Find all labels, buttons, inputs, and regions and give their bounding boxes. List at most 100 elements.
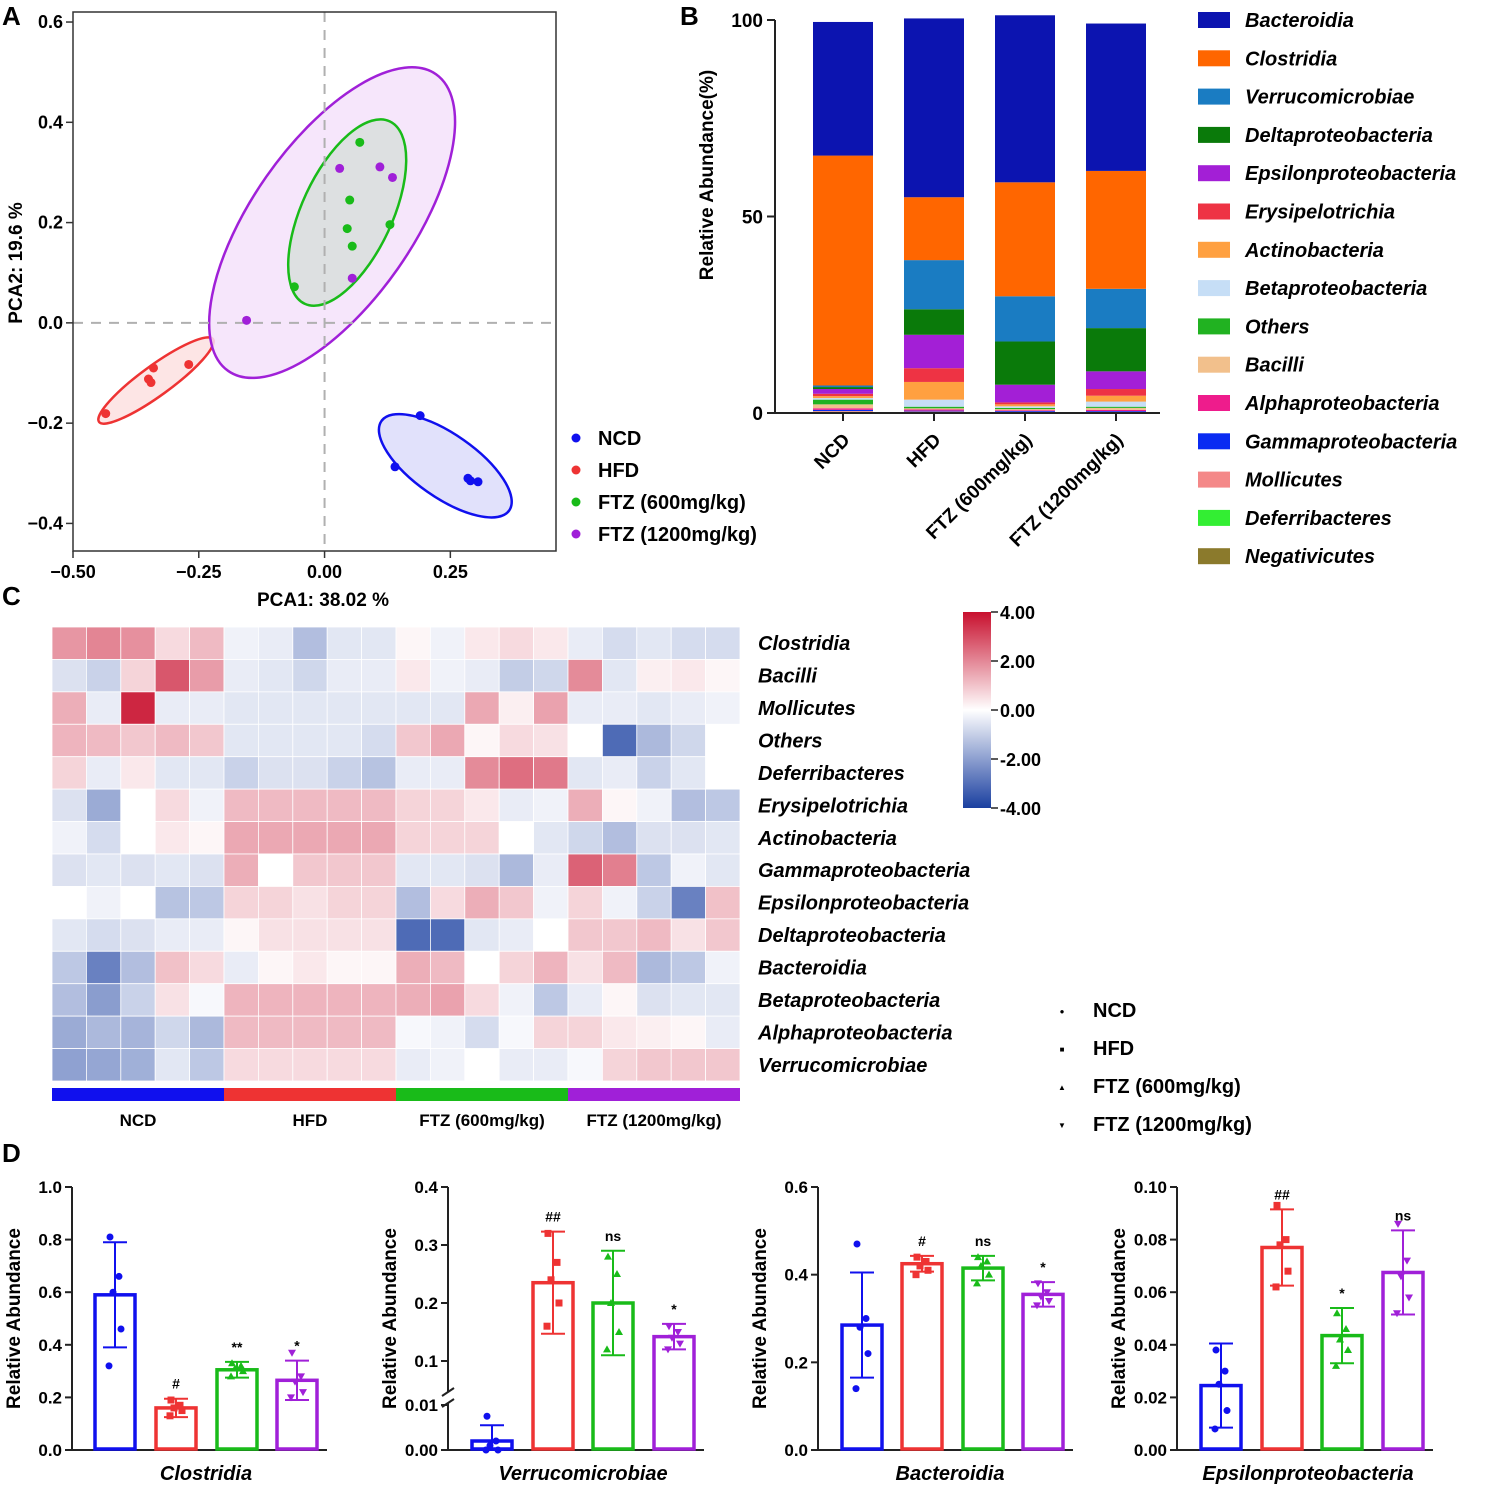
- heatmap-cell: [223, 983, 259, 1017]
- stacked-segment-erysipelotrichia: [904, 368, 964, 382]
- data-point-hfd: [544, 1229, 552, 1237]
- y-tick-label: 0.0: [784, 1441, 808, 1460]
- heatmap-cell: [395, 723, 431, 758]
- heatmap-cell: [670, 756, 707, 790]
- heatmap-cell: [429, 626, 466, 660]
- significance-label-ftz-600mg-kg: **: [232, 1339, 243, 1355]
- stacked-segment-alphaproteobacteria: [813, 408, 873, 410]
- stacked-legend-label-betaproteobacteria: Betaproteobacteria: [1245, 278, 1427, 300]
- stacked-legend-label-others: Others: [1245, 316, 1309, 338]
- heatmap-cell: [498, 756, 535, 790]
- pca-x-tick-label: 0.25: [433, 562, 468, 582]
- heatmap-cell: [361, 1048, 397, 1082]
- data-point-hfd: [1282, 1236, 1290, 1244]
- heatmap-cell: [670, 983, 707, 1017]
- heatmap-group-bar-ncd: [52, 1088, 224, 1101]
- heatmap-cell: [429, 691, 466, 725]
- data-point-ncd: [1212, 1346, 1220, 1354]
- heatmap-panel: Clostridia Bacilli Mollicutes Others Deferri…: [51, 603, 1252, 1136]
- heatmap-cell: [120, 626, 156, 660]
- heatmap-group-bar-ftz-600mg-kg: [396, 1088, 568, 1101]
- data-point-ncd: [492, 1437, 500, 1445]
- pca-x-tick-label: −0.25: [176, 562, 222, 582]
- stacked-legend-swatch-epsilonproteobacteria: [1198, 165, 1230, 182]
- heatmap-cell: [429, 886, 466, 920]
- heatmap-cell: [602, 723, 638, 758]
- heatmap-cell: [257, 788, 294, 822]
- stacked-segment-verrucomicrobiae: [813, 385, 873, 388]
- heatmap-cell: [326, 723, 363, 758]
- stacked-segment-epsilonproteobacteria: [813, 389, 873, 394]
- heatmap-cell: [86, 853, 122, 887]
- heatmap-cell: [154, 626, 190, 660]
- heatmap-cell: [567, 626, 603, 660]
- heatmap-cell: [51, 691, 87, 725]
- stacked-segment-alphaproteobacteria: [904, 409, 964, 411]
- stacked-segment-bacilli: [904, 408, 964, 410]
- data-point-ncd: [1221, 1367, 1229, 1375]
- heatmap-cell: [223, 788, 259, 822]
- pca-point-ftz-600mg-kg: [342, 224, 352, 234]
- heatmap-cell: [326, 1048, 363, 1082]
- heatmap-cell: [636, 1015, 672, 1049]
- heatmap-cell: [326, 950, 363, 985]
- pca-legend-label-hfd: HFD: [598, 460, 639, 482]
- y-tick-label: 0.4: [784, 1266, 808, 1285]
- data-point-hfd: [553, 1258, 561, 1266]
- significance-label-hfd: #: [918, 1233, 926, 1249]
- heatmap-cell: [223, 918, 259, 952]
- data-point-ncd: [864, 1350, 872, 1358]
- stacked-legend-swatch-actinobacteria: [1198, 241, 1230, 258]
- stacked-y-tick-label: 50: [742, 208, 763, 229]
- data-point-ftz-1200mg-kg: [668, 1334, 676, 1342]
- significance-label-ftz-1200mg-kg: *: [1040, 1259, 1046, 1275]
- heatmap-cell: [533, 886, 569, 920]
- heatmap-cell: [567, 788, 603, 822]
- pca-y-tick-label: 0.4: [38, 112, 63, 132]
- heatmap-cell: [636, 853, 672, 887]
- pca-x-axis-label: PCA1: 38.02 %: [257, 590, 389, 611]
- stacked-y-axis-label: Relative Abundance(%): [697, 70, 718, 280]
- heatmap-cell: [533, 756, 569, 790]
- stacked-y-tick-label: 0: [752, 404, 763, 425]
- stacked-segment-verrucomicrobiae: [995, 296, 1055, 342]
- stacked-segment-deltaproteobacteria: [995, 341, 1055, 385]
- data-point-ncd: [494, 1446, 502, 1454]
- heatmap-cell: [429, 983, 466, 1017]
- pca-y-tick-label: 0.2: [38, 213, 63, 233]
- bar-ftz-1200mg-kg: [1021, 1292, 1065, 1451]
- heatmap-cell: [636, 983, 672, 1017]
- stacked-legend-swatch-gammaproteobacteria: [1198, 433, 1230, 450]
- panel-label-d: D: [2, 1138, 21, 1168]
- stacked-segment-erysipelotrichia: [1086, 389, 1146, 396]
- heatmap-cell: [189, 691, 225, 725]
- pca-point-hfd: [184, 359, 194, 369]
- y-tick-label: 0.4: [414, 1178, 438, 1197]
- heatmap-cell: [120, 1015, 156, 1049]
- stacked-segment-verrucomicrobiae: [904, 260, 964, 310]
- pca-y-tick-label: 0.0: [38, 313, 63, 333]
- data-point-ftz-1200mg-kg: [1034, 1280, 1042, 1288]
- heatmap-cell: [636, 950, 672, 985]
- heatmap-cell: [120, 950, 156, 985]
- heatmap-cell: [533, 788, 569, 822]
- data-point-ncd: [106, 1233, 114, 1241]
- heatmap-cell: [326, 918, 363, 952]
- stacked-segment-betaproteobacteria: [1086, 401, 1146, 407]
- heatmap-cell: [257, 853, 294, 887]
- x-axis-label: Bacteroidia: [896, 1463, 1005, 1485]
- heatmap-cell: [154, 853, 190, 887]
- heatmap-cell: [636, 691, 672, 725]
- heatmap-cell: [464, 756, 500, 790]
- stacked-segment-mollicutes: [904, 411, 964, 413]
- pca-point-ftz-1200mg-kg: [347, 273, 357, 283]
- y-tick-label: 0.06: [1134, 1283, 1167, 1302]
- heatmap-cell: [602, 626, 638, 660]
- heatmap-cell: [395, 950, 431, 985]
- heatmap-cell: [395, 918, 431, 952]
- bar-chart-epsilonproteobacteria: 0.00 0.02 0.04 0.06 0.08 0.10 Relative Abundan…: [1109, 1178, 1433, 1485]
- heatmap-cell: [429, 1015, 466, 1049]
- heatmap-cell: [292, 918, 328, 952]
- heatmap-cell: [86, 788, 122, 822]
- heatmap-legend-marker-hfd: ■: [1060, 1045, 1065, 1054]
